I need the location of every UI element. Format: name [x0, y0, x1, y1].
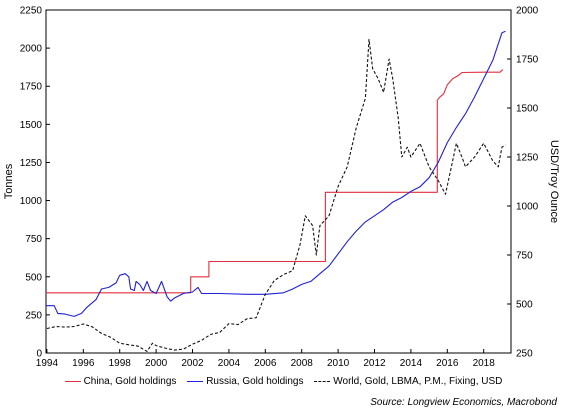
x-tick-label: 1996 [72, 358, 95, 369]
plot-frame [45, 9, 512, 354]
legend-label-world-gold: World, Gold, LBMA, P.M., Fixing, USD [333, 376, 503, 387]
right-tick-label: 1000 [516, 202, 539, 213]
left-tick-label: 750 [25, 234, 42, 245]
legend-item-world-gold: World, Gold, LBMA, P.M., Fixing, USD [314, 376, 502, 387]
x-tick-label: 2012 [363, 358, 386, 369]
right-tick-label: 1750 [516, 55, 539, 66]
legend-label-china: China, Gold holdings [83, 376, 177, 387]
world-gold-price-line [46, 38, 506, 352]
left-tick-label: 2000 [20, 44, 43, 55]
legend-item-russia: Russia, Gold holdings [187, 376, 303, 387]
right-axis-ticks: 250 500 750 1000 1250 1500 1750 2000 [507, 6, 539, 360]
russia-gold-holdings-line [46, 30, 506, 317]
right-tick-label: 1250 [516, 153, 539, 164]
x-tick-label: 2006 [254, 358, 277, 369]
right-tick-label: 2000 [516, 6, 539, 17]
series-layer [46, 30, 506, 352]
x-tick-label: 2008 [291, 358, 314, 369]
x-tick-label: 2018 [473, 358, 496, 369]
x-tick-label: 1994 [36, 358, 59, 369]
source-note: Source: Longview Economics, Macrobond [370, 397, 557, 408]
x-tick-label: 2004 [218, 358, 241, 369]
legend-swatch-world-gold [314, 380, 331, 382]
x-tick-label: 2010 [327, 358, 350, 369]
x-axis-ticks: 1994 1996 1998 2000 2002 2004 2006 2008 2010 2012… [36, 349, 495, 369]
left-tick-label: 1500 [20, 120, 43, 131]
x-tick-label: 2002 [181, 358, 204, 369]
left-tick-label: 1000 [20, 196, 43, 207]
legend-swatch-russia [187, 380, 204, 382]
left-axis-ticks: 0 250 500 750 1000 1250 1500 1750 2000 2250 [20, 6, 50, 360]
right-tick-label: 750 [516, 251, 533, 262]
left-tick-label: 1750 [20, 82, 43, 93]
x-tick-label: 2000 [145, 358, 168, 369]
right-tick-label: 250 [516, 349, 533, 360]
right-tick-label: 500 [516, 300, 533, 311]
x-tick-label: 1998 [109, 358, 132, 369]
china-gold-holdings-line [46, 69, 504, 294]
left-tick-label: 500 [25, 272, 42, 283]
left-tick-label: 0 [36, 349, 42, 360]
legend: China, Gold holdings Russia, Gold holdin… [0, 376, 567, 387]
left-tick-label: 2250 [20, 6, 43, 17]
legend-swatch-china [64, 380, 81, 382]
left-tick-label: 1250 [20, 158, 43, 169]
y-axis-label-left: Tonnes [3, 163, 15, 199]
legend-item-china: China, Gold holdings [64, 376, 177, 387]
x-tick-label: 2014 [400, 358, 423, 369]
left-tick-label: 250 [25, 310, 42, 321]
y-axis-label-right: USD/Troy Ounce [548, 140, 560, 223]
x-tick-label: 2016 [436, 358, 459, 369]
legend-label-russia: Russia, Gold holdings [206, 376, 304, 387]
right-tick-label: 1500 [516, 104, 539, 115]
